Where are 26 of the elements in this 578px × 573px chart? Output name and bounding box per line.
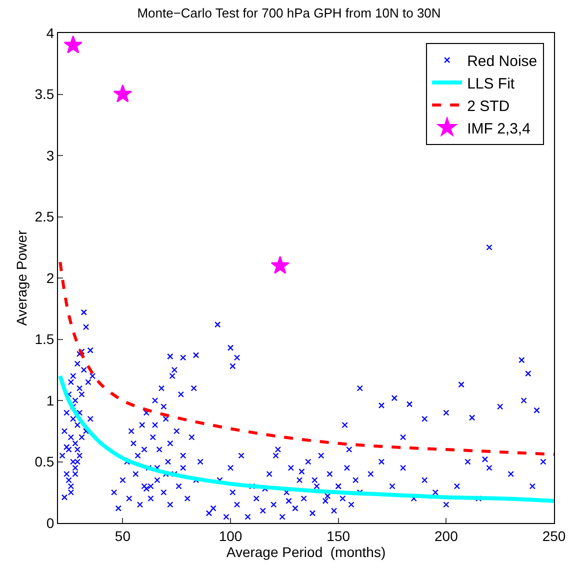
line-series [58,260,554,456]
y-tick-label: 2 [46,270,54,286]
legend-label: IMF 2,3,4 [467,120,530,138]
point [113,84,132,102]
point [64,35,82,54]
point [270,256,290,274]
x-tick-label: 100 [218,528,242,544]
y-tick-label: 0 [46,514,54,531]
legend-label: 2 STD [467,98,510,115]
x-tick-label: 50 [114,528,131,544]
line-series [58,374,554,503]
y-axis-title: Average Power [13,230,30,326]
x-axis-title: Average Period (months) [226,544,386,560]
y-tick-label: 1.5 [34,331,54,348]
y-tick-label: 1 [46,392,54,408]
y-tick-label: 3.5 [34,86,54,102]
y-tick-label: 3 [46,147,54,164]
x-tick-label: 200 [434,528,458,544]
legend-label: Red Noise [467,52,538,70]
y-tick-label: 0.5 [34,454,54,470]
y-tick-label: 4 [46,24,54,41]
x-tick-label: 250 [542,528,566,544]
chart-title: Monte−Carlo Test for 700 hPa GPH from 10N to 30N [137,6,441,21]
legend-label: LLS Fit [467,75,516,92]
x-tick-label: 150 [326,528,350,544]
y-tick-label: 2.5 [34,208,54,225]
